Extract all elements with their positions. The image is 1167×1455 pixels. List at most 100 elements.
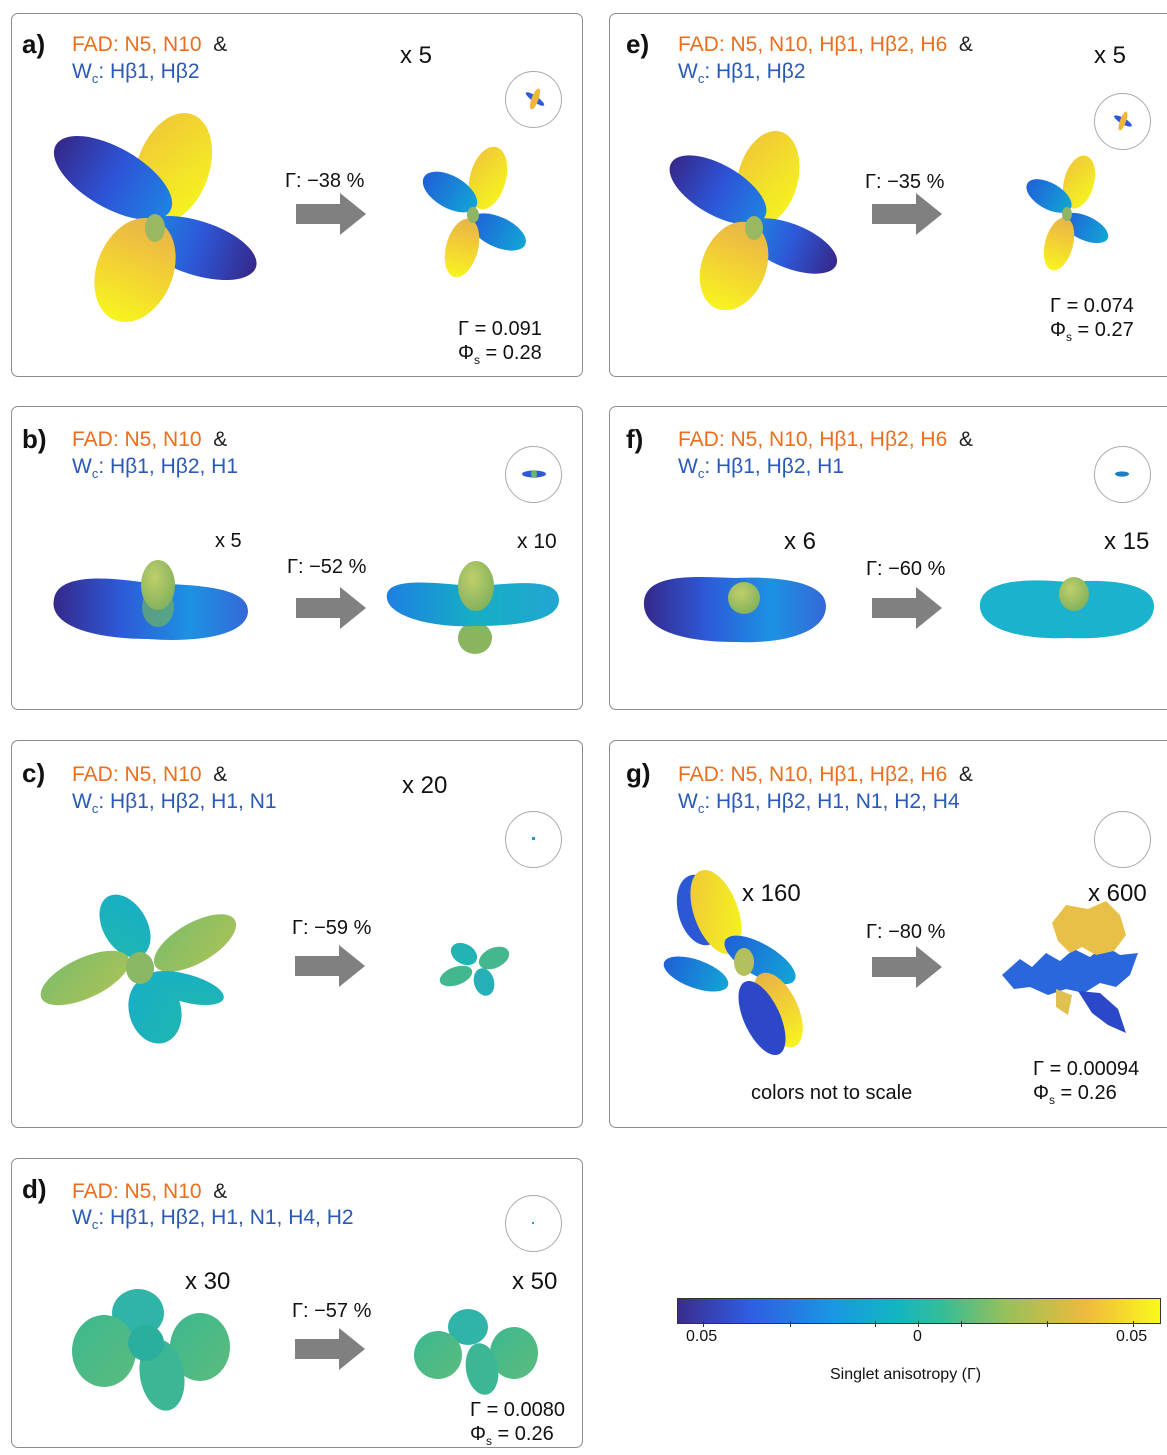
wc-prefix: W <box>678 790 698 813</box>
panel-c-arrow-icon <box>295 945 365 987</box>
colorbar-title: Singlet anisotropy (Γ) <box>830 1366 982 1383</box>
fad-text: FAD: N5, N10 <box>72 763 202 786</box>
panel-c-large-shape <box>40 894 237 1044</box>
panel-c <box>11 740 583 1128</box>
panel-g-wc-line: Wc: Hβ1, Hβ2, H1, N1, H2, H4 <box>678 790 960 816</box>
panel-e-arrow-icon <box>872 193 942 235</box>
panel-g-small-shape <box>1002 901 1138 1033</box>
panel-f-large-shape <box>643 576 826 643</box>
phi-prefix: Φ <box>470 1423 486 1445</box>
panel-f-small-shape <box>979 577 1154 639</box>
phi-rest: = 0.27 <box>1071 319 1134 341</box>
fad-text: FAD: N5, N10, Hβ1, Hβ2, H6 <box>678 33 948 56</box>
panel-g-arrow-icon <box>872 946 942 988</box>
wc-sub: c <box>91 1217 99 1233</box>
panel-g-large-shape <box>663 869 803 1056</box>
gamma-value: Γ = 0.091 <box>458 318 542 340</box>
panel-b-small-shape <box>386 561 559 654</box>
panel-f <box>609 406 1167 710</box>
fad-text: FAD: N5, N10, Hβ1, Hβ2, H6 <box>678 428 948 451</box>
panel-b <box>11 406 583 710</box>
fad-text: FAD: N5, N10 <box>72 1180 202 1203</box>
wc-rest: : Hβ1, Hβ2, H1, N1, H2, H4 <box>704 790 960 813</box>
panel-g-note: colors not to scale <box>751 1082 913 1104</box>
wc-rest: : Hβ1, Hβ2, H1, N1 <box>98 790 277 813</box>
panel-g-stats: Γ = 0.00094 Φs = 0.26 <box>1033 1057 1139 1112</box>
panel-g-label: g) <box>626 758 651 788</box>
phi-prefix: Φ <box>1033 1082 1049 1104</box>
wc-rest: : Hβ1, Hβ2, H1 <box>98 455 239 478</box>
wc-sub: c <box>697 801 705 817</box>
phi-value: Φs = 0.27 <box>1050 318 1134 349</box>
panel-c-small-shape <box>439 942 510 996</box>
panel-g-multiplier-right: x 600 <box>1088 880 1147 907</box>
panel-g-multiplier-left: x 160 <box>742 880 801 907</box>
panel-d-label: d) <box>22 1174 47 1204</box>
panel-d-fad-line: FAD: N5, N10 & <box>72 1180 227 1204</box>
panel-a-inset-shape <box>525 88 545 110</box>
fad-text: FAD: N5, N10, Hβ1, Hβ2, H6 <box>678 763 948 786</box>
panel-e-multiplier: x 5 <box>1094 42 1127 69</box>
fad-text: FAD: N5, N10 <box>72 33 202 56</box>
panel-g-inset-circle <box>1094 811 1151 868</box>
panel-f-label: f) <box>626 424 644 454</box>
panel-b-gamma-change: Γ: −52 % <box>287 556 367 578</box>
panel-b-inset-shape <box>522 470 546 478</box>
phi-sub: s <box>1065 330 1072 344</box>
colorbar-tick <box>875 1321 876 1327</box>
panel-f-inset-shape <box>1115 471 1129 477</box>
phi-prefix: Φ <box>1050 319 1066 341</box>
panel-g-fad-line: FAD: N5, N10, Hβ1, Hβ2, H6 & <box>678 763 973 787</box>
wc-sub: c <box>697 466 705 482</box>
panel-b-fad-line: FAD: N5, N10 & <box>72 428 227 452</box>
wc-sub: c <box>91 71 99 87</box>
panel-f-multiplier-right: x 15 <box>1104 528 1150 555</box>
colorbar-mid-label: 0 <box>913 1328 922 1345</box>
panel-a-label: a) <box>22 29 46 59</box>
colorbar-tick <box>1133 1321 1134 1327</box>
panel-d-small-shape <box>414 1309 538 1395</box>
panel-c-fad-line: FAD: N5, N10 & <box>72 763 227 787</box>
wc-rest: : Hβ1, Hβ2 <box>704 60 806 83</box>
wc-prefix: W <box>72 1206 92 1229</box>
phi-value: Φs = 0.28 <box>458 341 542 372</box>
ampersand: & <box>213 428 228 451</box>
phi-sub: s <box>1048 1093 1055 1107</box>
panel-a-large-shape <box>53 113 257 323</box>
phi-value: Φs = 0.26 <box>1033 1081 1139 1112</box>
panel-b-multiplier-left: x 5 <box>215 530 242 552</box>
gamma-value: Γ = 0.074 <box>1050 295 1134 317</box>
colorbar-tick <box>790 1321 791 1327</box>
colorbar-left-label: 0.05 <box>686 1328 718 1345</box>
fad-text: FAD: N5, N10 <box>72 428 202 451</box>
panel-a-arrow-icon <box>296 193 366 235</box>
colorbar <box>677 1298 1161 1324</box>
gamma-value: Γ = 0.0080 <box>470 1399 565 1421</box>
gamma-value: Γ = 0.00094 <box>1033 1058 1140 1080</box>
ampersand: & <box>958 33 973 56</box>
wc-prefix: W <box>72 455 92 478</box>
panel-d-inset-shape <box>532 1222 534 1224</box>
wc-sub: c <box>697 71 705 87</box>
panel-f-fad-line: FAD: N5, N10, Hβ1, Hβ2, H6 & <box>678 428 973 452</box>
colorbar-tick <box>918 1321 919 1327</box>
panel-d-multiplier-right: x 50 <box>512 1268 558 1295</box>
phi-prefix: Φ <box>458 342 474 364</box>
panel-a-fad-line: FAD: N5, N10 & <box>72 33 227 57</box>
panel-e-label: e) <box>626 29 650 59</box>
panel-d-gamma-change: Γ: −57 % <box>292 1300 372 1322</box>
colorbar-right-label: 0.05 <box>1116 1328 1148 1345</box>
panel-d-wc-line: Wc: Hβ1, Hβ2, H1, N1, H4, H2 <box>72 1206 354 1232</box>
panel-d-stats: Γ = 0.0080 Φs = 0.26 <box>470 1398 565 1453</box>
panel-e-wc-line: Wc: Hβ1, Hβ2 <box>678 60 806 86</box>
wc-rest: : Hβ1, Hβ2, H1, N1, H4, H2 <box>98 1206 354 1229</box>
wc-sub: c <box>91 801 99 817</box>
phi-rest: = 0.26 <box>1054 1082 1117 1104</box>
panel-c-multiplier: x 20 <box>402 772 448 799</box>
ampersand: & <box>213 763 228 786</box>
ampersand: & <box>213 1180 228 1203</box>
panel-b-multiplier-right: x 10 <box>517 530 557 553</box>
panel-e-small-shape <box>1026 155 1109 271</box>
panel-f-multiplier-left: x 6 <box>784 528 817 555</box>
panel-b-arrow-icon <box>296 587 366 629</box>
